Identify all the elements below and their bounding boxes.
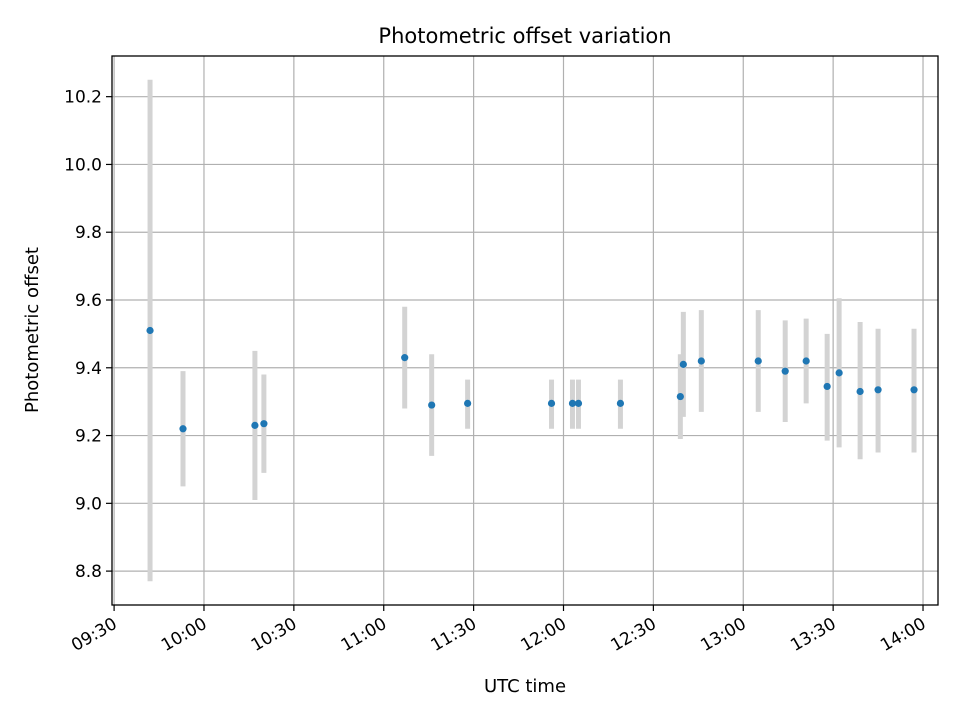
data-point bbox=[251, 421, 259, 429]
y-tick-label: 10.2 bbox=[64, 88, 102, 108]
data-point bbox=[179, 425, 187, 433]
data-point bbox=[856, 387, 864, 396]
y-axis-ticks: 8.8 9.0 9.2 9.4 9.6 9.8 10.0 10.2 bbox=[64, 88, 112, 582]
data-point bbox=[754, 357, 762, 365]
chart-title: Photometric offset variation bbox=[378, 24, 671, 48]
y-tick-label: 9.2 bbox=[75, 427, 102, 447]
data-point bbox=[910, 386, 918, 394]
data-point bbox=[568, 399, 577, 407]
data-point bbox=[146, 326, 154, 335]
grid bbox=[112, 56, 938, 605]
y-tick-label: 9.8 bbox=[75, 223, 102, 243]
data-point bbox=[823, 382, 831, 391]
data-point bbox=[547, 399, 556, 407]
data-point bbox=[464, 399, 472, 407]
plot-frame bbox=[111, 55, 939, 606]
data-point bbox=[835, 369, 843, 377]
x-axis-title: UTC time bbox=[484, 676, 566, 697]
y-tick-label: 8.8 bbox=[75, 562, 102, 582]
data-point bbox=[802, 357, 810, 365]
data-point bbox=[679, 360, 687, 368]
y-axis-title: Photometric offset bbox=[22, 247, 43, 413]
y-tick-label: 10.0 bbox=[64, 155, 102, 175]
data-point bbox=[697, 357, 705, 365]
y-tick-label: 9.4 bbox=[75, 359, 102, 379]
y-tick-label: 9.6 bbox=[75, 291, 102, 311]
data-points bbox=[146, 326, 918, 433]
data-point bbox=[574, 399, 583, 407]
data-point bbox=[616, 399, 625, 407]
data-point bbox=[874, 386, 882, 394]
data-point bbox=[260, 420, 268, 428]
y-tick-label: 9.0 bbox=[75, 494, 102, 514]
data-point bbox=[676, 392, 684, 401]
data-point bbox=[428, 401, 436, 409]
data-point bbox=[401, 354, 409, 362]
data-point bbox=[781, 367, 789, 375]
